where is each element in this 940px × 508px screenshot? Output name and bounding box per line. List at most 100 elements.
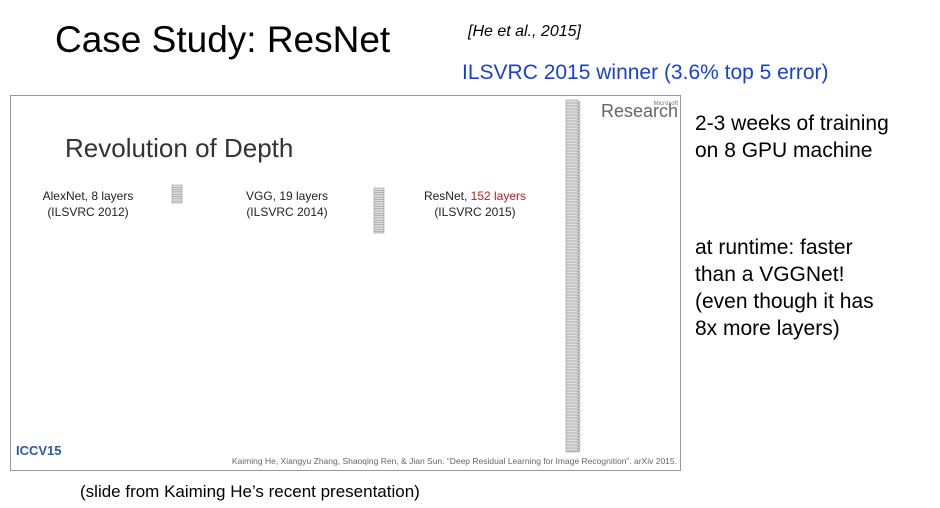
skip-connection [577,298,581,303]
skip-connection [577,397,581,402]
title: Case Study: ResNet [55,19,391,60]
skip-connection [577,289,581,294]
skip-connection [577,292,581,297]
skip-connection [577,178,581,183]
skip-connection [577,352,581,357]
skip-connection [577,421,581,426]
skip-connection [577,337,581,342]
skip-connection [577,277,581,282]
notes: 2-3 weeks of training on 8 GPU machine at … [695,112,889,340]
skip-connection [577,283,581,288]
skip-connection [577,154,581,159]
skip-connection [577,112,581,117]
skip-connection [577,124,581,129]
skip-connection [577,160,581,165]
skip-connection [577,247,581,252]
skip-connection [577,334,581,339]
skip-connection [577,136,581,141]
skip-connection [577,325,581,330]
network-diagrams [171,99,581,453]
network-name: VGG, 19 layers [246,189,328,203]
skip-connection [577,193,581,198]
skip-connection [577,106,581,111]
skip-connection [577,202,581,207]
skip-connection [577,169,581,174]
skip-connection [577,259,581,264]
skip-connection [577,217,581,222]
skip-connection [577,394,581,399]
skip-connection [577,130,581,135]
slide-title: Revolution of Depth [65,133,293,163]
skip-connection [577,184,581,189]
skip-connection [577,223,581,228]
skip-connection [577,358,581,363]
note-line: 2-3 weeks of training [695,112,889,135]
skip-connection [577,301,581,306]
skip-connection [577,115,581,120]
skip-connection [577,328,581,333]
layer-stack [373,187,385,234]
skip-connection [577,226,581,231]
skip-connection [577,148,581,153]
skip-connection [577,412,581,417]
skip-connection [577,238,581,243]
skip-connection [577,340,581,345]
skip-connection [577,439,581,444]
skip-connection [577,343,581,348]
skip-connection [577,244,581,249]
reference: Kaiming He, Xiangyu Zhang, Shaoqing Ren,… [232,456,677,466]
network-highlight: 152 layers [471,189,526,203]
skip-connection [577,376,581,381]
skip-connection [577,364,581,369]
skip-connection [577,256,581,261]
skip-connection [577,127,581,132]
slide: Revolution of Depth Microsoft Research A… [10,95,681,471]
skip-connection [577,445,581,450]
skip-connection [577,448,581,453]
skip-connection [577,379,581,384]
skip-connection [577,382,581,387]
skip-connection [577,424,581,429]
note-line: (even though it has [695,290,874,313]
skip-connection [577,199,581,204]
skip-connection [577,109,581,114]
skip-connection [577,145,581,150]
skip-connection [577,307,581,312]
skip-connection [577,433,581,438]
skip-connection [577,262,581,267]
skip-connection [577,235,581,240]
skip-connection [577,442,581,447]
skip-connection [577,286,581,291]
skip-connection [577,304,581,309]
skip-connection [577,208,581,213]
skip-connection [577,187,581,192]
skip-connection [577,295,581,300]
skip-connection [577,142,581,147]
skip-connection [577,220,581,225]
skip-connection [577,406,581,411]
skip-connection [577,121,581,126]
skip-connection [577,100,581,105]
brand-large: Research [601,101,678,121]
skip-connection [577,388,581,393]
skip-connection [577,250,581,255]
skip-connection [577,403,581,408]
skip-connection [577,313,581,318]
skip-connection [577,391,581,396]
subtitle: ILSVRC 2015 winner (3.6% top 5 error) [462,61,829,84]
skip-connection [577,151,581,156]
skip-connection [577,175,581,180]
note-line: at runtime: faster [695,236,853,259]
skip-connection [577,361,581,366]
skip-connection [577,172,581,177]
network-year: (ILSVRC 2012) [47,205,128,219]
skip-connection [577,241,581,246]
skip-connection [577,280,581,285]
skip-connection [577,166,581,171]
layer-stack [565,99,579,453]
skip-connection [577,319,581,324]
skip-connection [577,214,581,219]
skip-connection [577,400,581,405]
note-line: 8x more layers) [695,317,840,340]
skip-connection [577,331,581,336]
